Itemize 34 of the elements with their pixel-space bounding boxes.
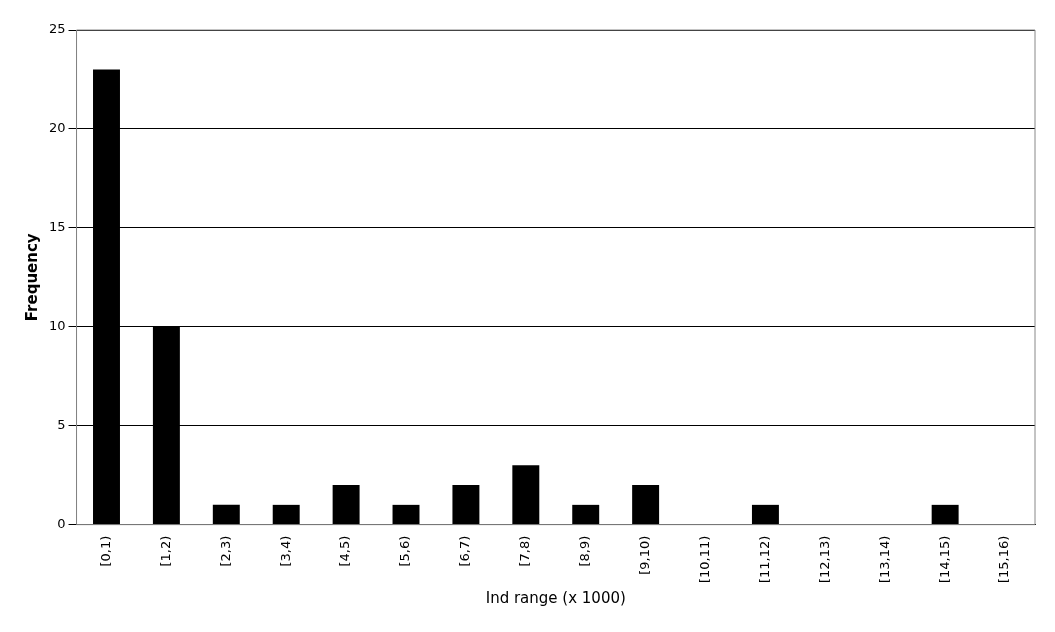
x-tick-label: [13,14) [876,535,892,584]
x-tick-label: [0,1) [97,535,113,567]
bar [212,504,240,525]
x-tick-label: [4,5) [337,535,353,567]
bar [272,504,300,525]
x-tick-label: [7,8) [517,535,533,567]
x-tick-label: [11,12) [756,535,772,584]
bar [751,504,779,525]
x-tick-label: [5,6) [397,535,413,567]
x-tick-label: [9,10) [637,535,652,575]
y-tick-label: 15 [49,219,66,235]
x-tick-label: [8,9) [577,535,593,567]
bar [931,504,959,525]
bar [632,485,660,525]
x-tick-label: [15,16) [996,535,1012,584]
x-tick-label: [3,4) [277,535,293,567]
x-tick-label: [14,15) [936,535,952,584]
y-tick-label: 20 [49,120,66,136]
y-axis-title: Frequency [22,233,41,322]
x-tick-label: [2,3) [217,535,233,567]
bar [332,485,360,525]
y-tick-label: 25 [49,21,66,37]
bar [512,465,540,525]
x-tick-label: [6,7) [457,535,473,567]
y-tick-label: 10 [49,318,66,334]
bar [392,504,420,525]
y-tick-label: 5 [57,417,66,433]
bar [452,485,480,525]
x-tick-label: [10,11) [696,535,712,584]
bar [572,504,600,525]
x-tick-label: [12,13) [816,535,832,584]
x-tick-label: [1,2) [157,535,173,567]
y-tick-label: 0 [57,516,66,532]
x-axis-title: Ind range (x 1000) [485,588,626,607]
